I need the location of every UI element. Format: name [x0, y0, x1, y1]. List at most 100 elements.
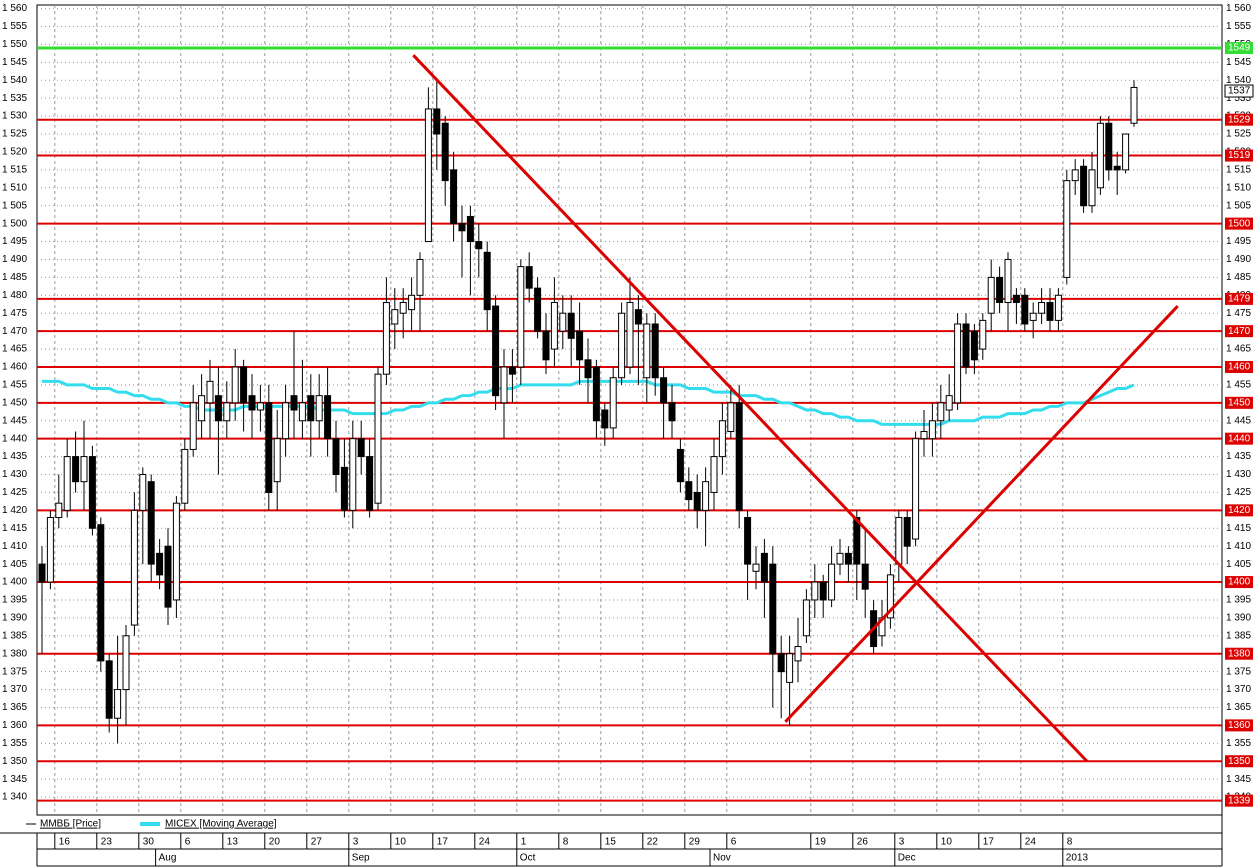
candle-body — [38, 563, 46, 583]
candle-body — [979, 319, 987, 350]
candle-body — [618, 312, 626, 379]
candle-body — [433, 108, 441, 135]
candle-body — [122, 635, 130, 691]
y-tick-label: 1 475 — [2, 308, 27, 319]
y-tick-label: 1 415 — [1226, 523, 1251, 534]
y-tick-label: 1 455 — [2, 380, 27, 391]
x-tick-label: 23 — [101, 837, 113, 848]
trend-line — [412, 54, 1089, 763]
candle-body — [80, 456, 88, 483]
y-tick-label: 1 530 — [2, 111, 27, 122]
candle-body — [46, 517, 54, 583]
candle-body — [1071, 169, 1079, 182]
candle-body — [441, 122, 449, 182]
candle-body — [1130, 86, 1138, 124]
y-tick-label: 1 365 — [2, 702, 27, 713]
y-tick-label: 1 430 — [1226, 469, 1251, 480]
candle-body — [886, 574, 894, 619]
candle-body — [282, 402, 290, 440]
candle-body — [374, 373, 382, 504]
y-tick-label: 1 410 — [2, 541, 27, 552]
level-label: 1450 — [1228, 397, 1251, 408]
candle-body — [63, 456, 71, 511]
y-tick-label: 1 465 — [1226, 344, 1251, 355]
candle-body — [735, 402, 743, 511]
y-tick-label: 1 355 — [1226, 738, 1251, 749]
candle-body — [424, 108, 432, 243]
y-tick-label: 1 490 — [1226, 254, 1251, 265]
y-tick-label: 1 420 — [2, 505, 27, 516]
candle-body — [450, 169, 458, 225]
candle-body — [88, 456, 96, 529]
y-tick-label: 1 545 — [1226, 57, 1251, 68]
candle-body — [592, 366, 600, 422]
y-tick-label: 1 510 — [2, 182, 27, 193]
y-tick-label: 1 485 — [1226, 272, 1251, 283]
candle-body — [139, 474, 147, 511]
month-label: Aug — [159, 853, 177, 864]
y-tick-label: 1 495 — [2, 236, 27, 247]
level-label-box — [1225, 755, 1253, 768]
candle-body — [1046, 301, 1054, 321]
x-tick-label: 8 — [1067, 837, 1073, 848]
y-tick-label: 1 435 — [2, 451, 27, 462]
y-tick-label: 1 385 — [2, 630, 27, 641]
level-label: 1460 — [1228, 362, 1251, 373]
candle-body — [357, 438, 365, 458]
y-tick-label: 1 395 — [1226, 595, 1251, 606]
x-tick-label: 24 — [479, 837, 491, 848]
y-tick-label: 1 445 — [2, 415, 27, 426]
candle-body — [315, 395, 323, 422]
y-tick-label: 1 425 — [2, 487, 27, 498]
candle-body — [895, 517, 903, 565]
y-tick-label: 1 375 — [1226, 666, 1251, 677]
x-tick-label: 8 — [563, 837, 569, 848]
y-tick-label: 1 445 — [1226, 415, 1251, 426]
candle-body — [231, 366, 239, 404]
y-tick-label: 1 535 — [2, 93, 27, 104]
y-tick-label: 1 525 — [2, 129, 27, 140]
y-tick-label: 1 460 — [2, 362, 27, 373]
level-label-box — [1225, 504, 1253, 517]
candle-body — [550, 301, 558, 350]
level-label-box — [1225, 360, 1253, 373]
level-label: 1529 — [1228, 114, 1251, 125]
y-tick-label: 1 390 — [1226, 613, 1251, 624]
candle-body — [273, 438, 281, 483]
candle-body — [828, 563, 836, 601]
y-tick-label: 1 480 — [2, 290, 27, 301]
candle-body — [525, 266, 533, 289]
y-tick-label: 1 535 — [1226, 93, 1251, 104]
candle-body — [324, 395, 332, 440]
candle-body — [1029, 312, 1037, 321]
x-tick-label: 3 — [353, 837, 359, 848]
y-tick-label: 1 345 — [1226, 774, 1251, 785]
candle-body — [416, 258, 424, 296]
y-tick-label: 1 395 — [2, 595, 27, 606]
candle-body — [542, 330, 550, 361]
y-tick-label: 1 555 — [2, 21, 27, 32]
y-tick-label: 1 550 — [2, 39, 27, 50]
y-tick-label: 1 500 — [2, 218, 27, 229]
candle-body — [198, 395, 206, 422]
last-price-label: 1537 — [1228, 86, 1251, 97]
y-tick-label: 1 405 — [1226, 559, 1251, 570]
candle-body — [500, 366, 508, 404]
candle-body — [475, 241, 483, 250]
y-tick-label: 1 560 — [2, 3, 27, 14]
candle-body — [1088, 169, 1096, 207]
candle-body — [458, 223, 466, 232]
candle-body — [954, 323, 962, 404]
level-label: 1420 — [1228, 505, 1251, 516]
candle-body — [702, 481, 710, 511]
candle-body — [340, 466, 348, 511]
y-tick-label: 1 450 — [2, 397, 27, 408]
y-tick-label: 1 490 — [2, 254, 27, 265]
candle-body — [517, 266, 525, 368]
candle-body — [819, 581, 827, 601]
y-tick-label: 1 465 — [2, 344, 27, 355]
x-tick-label: 30 — [143, 837, 155, 848]
candle-body — [206, 380, 214, 404]
x-tick-label: 1 — [521, 837, 527, 848]
